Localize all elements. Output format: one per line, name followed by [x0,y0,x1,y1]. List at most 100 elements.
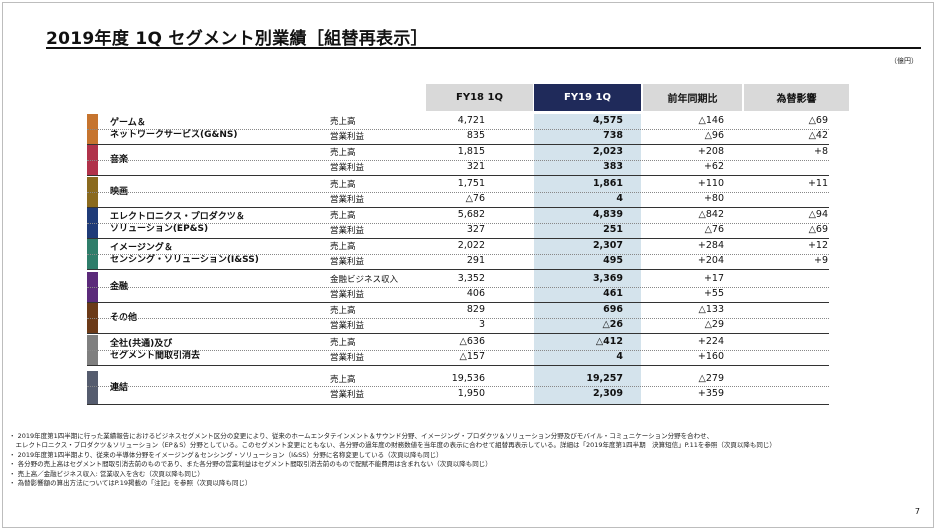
value-fy18: △76 [465,193,485,204]
value-fy18: 3 [478,319,485,330]
value-fx: +9 [813,255,828,266]
value-fy19: 4,575 [592,115,623,126]
value-yoy: +208 [697,146,724,157]
segment-name-line: イメージング＆ [110,243,173,253]
footnote-line: ・ 各分野の売上高はセグメント間取引消去前のものであり、また各分野の営業利益はセ… [9,460,492,469]
value-fy18: 5,682 [457,209,485,220]
footnote-line: エレクトロニクス・プロダクツ＆ソリューション（EP＆S）分野としている。このセグ… [9,441,776,450]
value-fy19: 19,257 [586,373,623,384]
segment-name-line: 全社(共通)及び [110,339,173,349]
value-fy18: 327 [466,224,485,235]
metric-label: 売上高 [330,338,356,348]
value-yoy: +284 [697,240,724,251]
header-fx: 為替影響 [744,84,849,111]
value-fx: +8 [813,146,828,157]
segment-divider [87,175,829,176]
row-divider [87,287,829,288]
value-fy18: 835 [466,130,485,141]
metric-label: 営業利益 [330,321,365,331]
value-yoy: △279 [698,373,724,384]
segment-divider [87,404,829,405]
value-fy18: 406 [466,288,485,299]
value-fy19: 1,861 [592,178,623,189]
value-yoy: △29 [704,319,724,330]
value-yoy: △96 [704,130,724,141]
segment-name-line: センシング・ソリューション(I&SS) [110,255,259,265]
metric-label: 売上高 [330,180,356,190]
fy19-column-highlight [534,114,641,404]
value-fy18: 2,022 [457,240,485,251]
value-fy18: 3,352 [457,273,485,284]
metric-label: 営業利益 [330,226,365,236]
value-yoy: +160 [697,351,724,362]
row-divider [87,254,829,255]
value-fx: △69 [808,224,828,235]
metric-label: 営業利益 [330,290,365,300]
metric-label: 営業利益 [330,390,365,400]
metric-label: 金融ビジネス収入 [330,275,399,285]
segment-divider [87,238,829,239]
metric-label: 営業利益 [330,195,365,205]
value-fy18: 321 [466,161,485,172]
value-fy19: △26 [602,319,623,330]
segment-name-line: ゲーム＆ [110,118,146,128]
row-divider [87,223,829,224]
metric-label: 売上高 [330,148,356,158]
segment-name: エレクトロニクス・プロダクツ＆ ソリューション(EP&S) [110,211,245,235]
value-yoy: +359 [697,388,724,399]
row-divider [87,386,829,387]
value-fy18: 291 [466,255,485,266]
value-fx: △42 [808,130,828,141]
footnote-line: ・ 為替影響額の算出方法についてはP.19掲載の「注記」を参照（次頁以降も同じ） [9,479,252,488]
header-fy19: FY19 1Q [534,84,641,111]
value-yoy: △146 [698,115,724,126]
segment-name-line: ネットワークサービス(G&NS) [110,130,238,140]
value-fy19: 461 [603,288,623,299]
segment-name-line: エレクトロニクス・プロダクツ＆ [110,212,245,222]
value-yoy: +204 [697,255,724,266]
metric-label: 営業利益 [330,257,365,267]
value-fy18: 1,950 [457,388,485,399]
value-fx: △69 [808,115,828,126]
value-yoy: +80 [703,193,724,204]
segment-name-line: セグメント間取引消去 [110,351,201,361]
value-yoy: +55 [703,288,724,299]
segment-divider [87,365,829,366]
title-underline [46,47,921,49]
value-yoy: △76 [704,224,724,235]
value-yoy: +62 [703,161,724,172]
value-fx: △94 [808,209,828,220]
footnotes: ・ 2019年度第1四半期に行った業績報告におけるビジネスセグメント区分の変更に… [9,432,776,488]
metric-label: 売上高 [330,306,356,316]
value-fy19: △412 [595,336,623,347]
value-fx: +11 [807,178,828,189]
segment-name-line: 連結 [110,382,129,393]
metric-label: 営業利益 [330,163,365,173]
row-divider [87,129,829,130]
page-title: 2019年度 1Q セグメント別業績［組替再表示］ [46,29,428,49]
value-fy19: 4 [616,193,623,204]
value-fy18: △636 [459,336,485,347]
segment-name: 連結 [110,382,128,394]
row-divider [87,350,829,351]
value-fy18: △157 [459,351,485,362]
value-fy19: 4 [616,351,623,362]
value-fx: +12 [807,240,828,251]
page-number: 7 [914,507,920,516]
value-fy18: 1,751 [457,178,485,189]
row-divider [87,192,829,193]
segment-name: イメージング＆ センシング・ソリューション(I&SS) [110,242,259,266]
value-yoy: +224 [697,336,724,347]
value-fy18: 1,815 [457,146,485,157]
segment-divider [87,302,829,303]
segment-name-line: ソリューション(EP&S) [110,224,209,234]
value-fy19: 383 [603,161,623,172]
header-fy18: FY18 1Q [426,84,533,111]
value-yoy: △842 [698,209,724,220]
header-yoy: 前年同期比 [643,84,742,111]
metric-label: 売上高 [330,375,356,385]
segment-divider [87,269,829,270]
value-yoy: △133 [698,304,724,315]
footnote-line: ・ 2019年度第1四半期に行った業績報告におけるビジネスセグメント区分の変更に… [9,432,714,440]
